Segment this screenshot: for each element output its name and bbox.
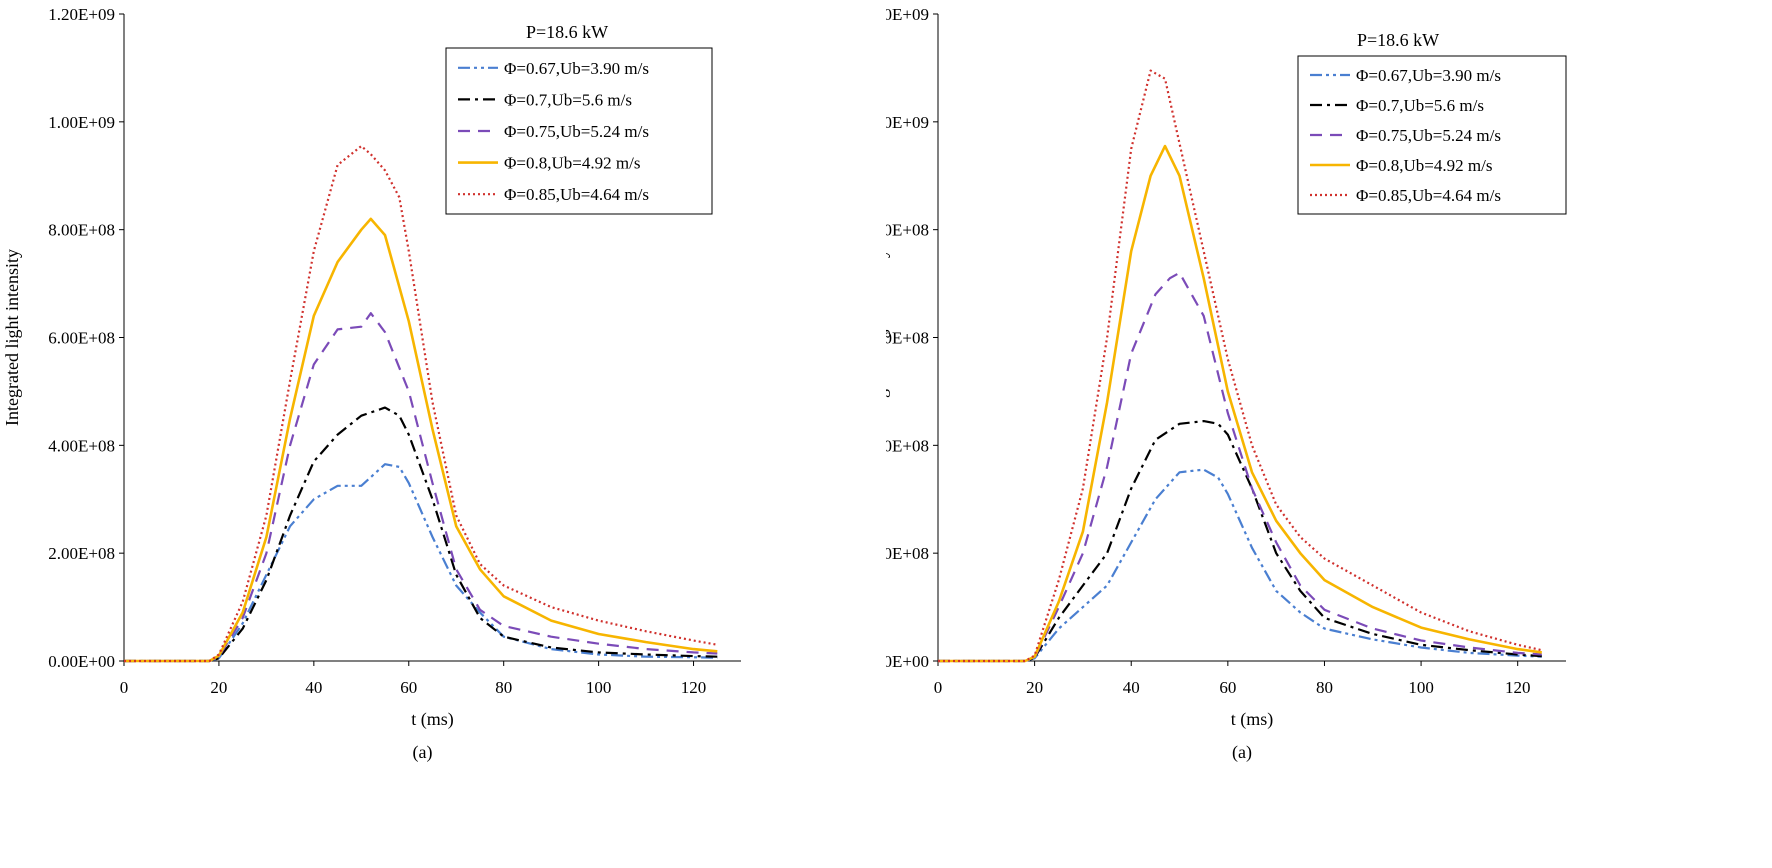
series-line-1 bbox=[124, 463, 718, 663]
series-line-2 bbox=[938, 420, 1542, 663]
y-tick-label: 8.00E+08 bbox=[48, 221, 115, 240]
y-tick-label: 6.00E+08 bbox=[48, 329, 115, 348]
legend-box bbox=[1297, 55, 1567, 215]
chart-title: P=18.6 kW bbox=[1357, 30, 1439, 50]
chart-panel-left: 0.00E+00 2.00E+08 4.00E+08 6.00E+08 8.00E+08… bbox=[2, 5, 741, 763]
chart-title: P=18.6 kW bbox=[526, 22, 608, 42]
y-tick-label: 1.20E+09 bbox=[886, 5, 929, 24]
series-line-5 bbox=[124, 145, 718, 663]
line-chart-right: 0.00E+00 2.00E+08 4.00E+08 6.00E+08 8.00E+08… bbox=[886, 5, 1567, 763]
y-tick-label: 8.00E+08 bbox=[886, 221, 929, 240]
x-tick-label: 20 bbox=[210, 678, 227, 697]
legend-label: Φ=0.85,Ub=4.64 m/s bbox=[504, 185, 649, 204]
series-line-3 bbox=[938, 271, 1542, 663]
legend-box bbox=[445, 47, 713, 215]
x-tick-label: 40 bbox=[1123, 678, 1140, 697]
chart-panel-right: 0.00E+00 2.00E+08 4.00E+08 6.00E+08 8.00E+08… bbox=[886, 0, 1772, 868]
x-tick-label: 40 bbox=[305, 678, 322, 697]
legend-label: Φ=0.8,Ub=4.92 m/s bbox=[504, 154, 640, 173]
x-tick-label: 120 bbox=[681, 678, 707, 697]
x-tick-label: 80 bbox=[495, 678, 512, 697]
x-tick-label: 80 bbox=[1316, 678, 1333, 697]
legend-label: Φ=0.67,Ub=3.90 m/s bbox=[504, 59, 649, 78]
series-line-3 bbox=[124, 312, 718, 663]
legend-label: Φ=0.75,Ub=5.24 m/s bbox=[1356, 126, 1501, 145]
series-line-1 bbox=[938, 468, 1542, 663]
y-tick-label: 1.00E+09 bbox=[886, 113, 929, 132]
legend-label: Φ=0.8,Ub=4.92 m/s bbox=[1356, 156, 1492, 175]
x-tick-label: 0 bbox=[934, 678, 943, 697]
legend-label: Φ=0.85,Ub=4.64 m/s bbox=[1356, 186, 1501, 205]
x-tick-label: 100 bbox=[1408, 678, 1434, 697]
y-tick-label: 1.00E+09 bbox=[48, 113, 115, 132]
x-tick-label: 120 bbox=[1505, 678, 1531, 697]
y-tick-label: 1.20E+09 bbox=[48, 5, 115, 24]
y-tick-label: 4.00E+08 bbox=[48, 436, 115, 455]
y-axis-label: Integrated light intensity bbox=[2, 249, 22, 426]
y-tick-label: 6.00E+08 bbox=[886, 329, 929, 348]
line-chart-left: 0.00E+00 2.00E+08 4.00E+08 6.00E+08 8.00E+08… bbox=[2, 5, 741, 763]
x-axis-label: t (ms) bbox=[1231, 709, 1274, 730]
x-tick-label: 60 bbox=[1219, 678, 1236, 697]
x-tick-label: 0 bbox=[120, 678, 129, 697]
y-tick-label: 4.00E+08 bbox=[886, 436, 929, 455]
legend-label: Φ=0.7,Ub=5.6 m/s bbox=[1356, 96, 1484, 115]
series-line-2 bbox=[124, 406, 718, 663]
x-axis-label: t (ms) bbox=[411, 709, 454, 730]
figure-caption: (a) bbox=[1232, 742, 1252, 763]
legend-label: Φ=0.67,Ub=3.90 m/s bbox=[1356, 66, 1501, 85]
series-line-4 bbox=[124, 217, 718, 663]
y-tick-label: 2.00E+08 bbox=[48, 544, 115, 563]
y-axis-label: Integrated light intensity bbox=[886, 249, 890, 426]
y-tick-label: 0.00E+00 bbox=[886, 652, 929, 671]
legend-label: Φ=0.75,Ub=5.24 m/s bbox=[504, 122, 649, 141]
legend-label: Φ=0.7,Ub=5.6 m/s bbox=[504, 90, 632, 109]
figure-caption: (a) bbox=[413, 742, 433, 763]
x-tick-label: 20 bbox=[1026, 678, 1043, 697]
series-line-4 bbox=[938, 144, 1542, 663]
x-tick-label: 100 bbox=[586, 678, 612, 697]
x-tick-label: 60 bbox=[400, 678, 417, 697]
y-tick-label: 0.00E+00 bbox=[48, 652, 115, 671]
y-tick-label: 2.00E+08 bbox=[886, 544, 929, 563]
